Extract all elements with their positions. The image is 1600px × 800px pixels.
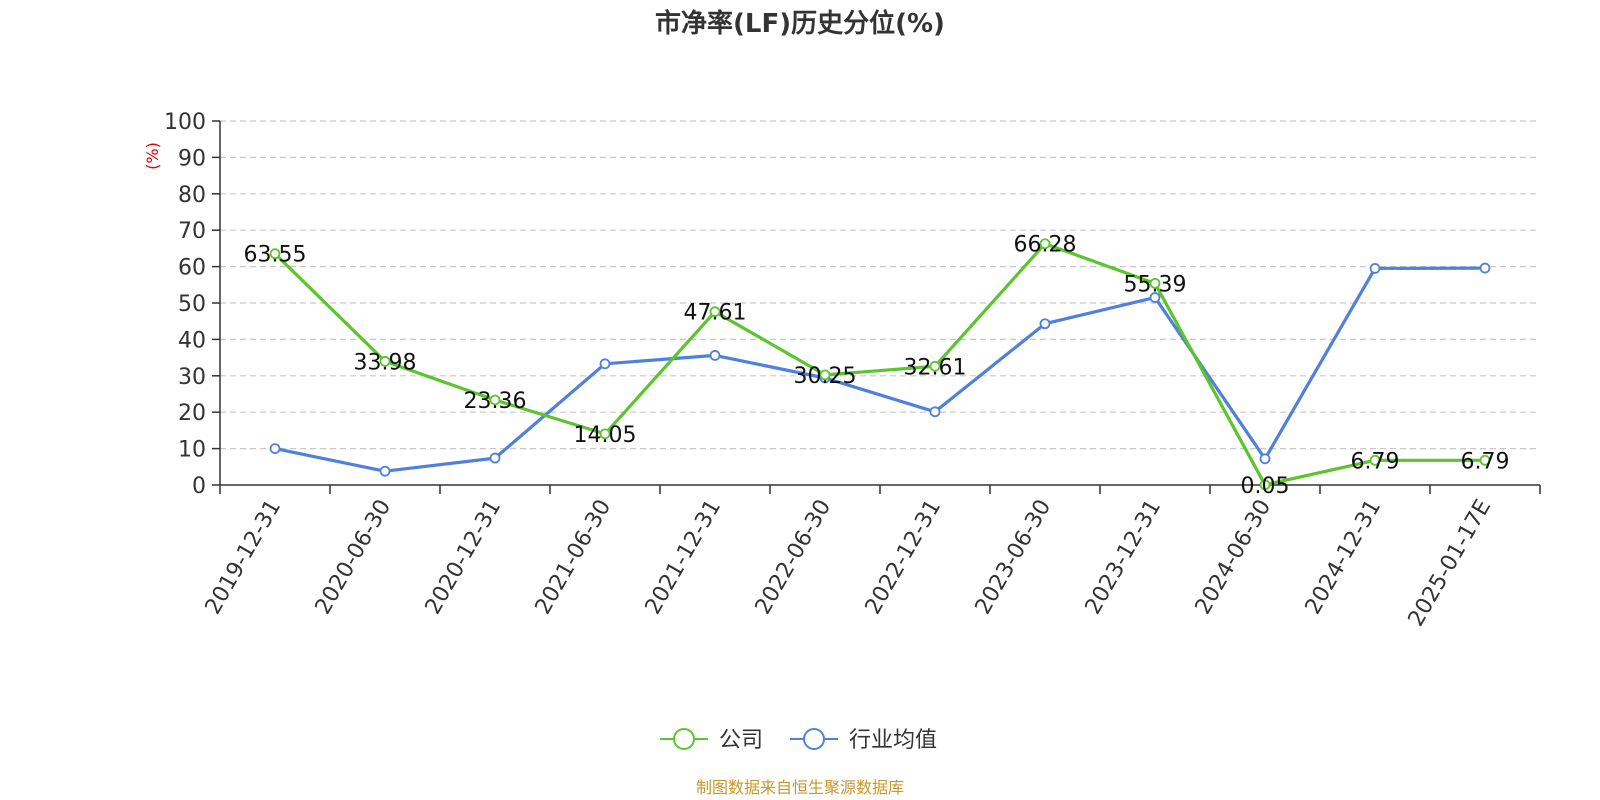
x-tick-label: 2019-12-31 [201, 496, 287, 619]
x-tick-label: 2023-06-30 [971, 496, 1057, 619]
y-tick-label: 60 [178, 256, 206, 281]
data-point-industry-average [1259, 453, 1271, 465]
data-point-company [819, 369, 831, 381]
y-tick-label: 80 [178, 183, 206, 208]
data-point-industry-average [269, 443, 281, 455]
data-label-company: 63.55 [244, 243, 307, 268]
legend-item-company[interactable]: 公司 [660, 728, 763, 753]
x-tick-label: 2022-06-30 [751, 496, 837, 619]
data-point-company [489, 394, 501, 406]
data-point-industry-average [489, 452, 501, 464]
y-tick-label: 90 [178, 146, 206, 171]
data-label-company: 55.39 [1124, 272, 1187, 297]
data-label-company: 23.36 [464, 389, 527, 414]
legend-label-company: 公司 [719, 728, 763, 753]
y-tick-label: 70 [178, 219, 206, 244]
y-tick-label: 0 [192, 474, 206, 499]
data-point-industry-average [1039, 318, 1051, 330]
data-point-industry-average [929, 406, 941, 418]
data-point-company [1149, 277, 1161, 289]
chart-title: 市净率(LF)历史分位(%) [655, 8, 945, 39]
data-point-company [1479, 454, 1491, 466]
data-label-company: 6.79 [1351, 449, 1400, 474]
data-label-company: 32.61 [904, 355, 967, 380]
legend-item-industry-average[interactable]: 行业均值 [790, 728, 937, 753]
y-tick-label: 100 [164, 110, 206, 135]
y-tick-label: 20 [178, 401, 206, 426]
y-tick-label: 30 [178, 365, 206, 390]
x-tick-label: 2025-01-17E [1404, 496, 1497, 631]
series-line-company [273, 242, 1485, 487]
data-label-company: 47.61 [684, 301, 747, 326]
data-label-company: 66.28 [1014, 233, 1077, 258]
y-axis-unit: (%) [143, 142, 162, 170]
x-tick-label: 2020-12-31 [421, 496, 507, 619]
data-point-industry-average [1479, 262, 1491, 274]
data-label-company: 14.05 [574, 423, 637, 448]
data-label-company: 6.79 [1461, 449, 1510, 474]
data-point-company [1259, 479, 1271, 491]
data-point-industry-average [379, 465, 391, 477]
y-tick-label: 10 [178, 438, 206, 463]
legend-marker-industry-average [803, 728, 825, 750]
data-point-industry-average [709, 350, 721, 361]
data-label-company: 30.25 [794, 364, 857, 389]
data-point-industry-average [599, 358, 611, 370]
y-tick-label: 50 [178, 292, 206, 317]
data-point-industry-average [1369, 263, 1381, 274]
x-axis-ticks: 2019-12-31 2020-06-30 2020-12-31 2021-06-30… [201, 496, 1497, 631]
data-point-company [929, 360, 941, 372]
legend-marker-company [673, 728, 695, 750]
data-point-industry-average [1149, 292, 1161, 303]
y-axis-ticks: 0 10 20 30 40 50 60 70 80 90 100 [164, 110, 206, 499]
series-lines [273, 242, 1486, 487]
axes [212, 120, 1541, 494]
data-point-company [1369, 454, 1381, 466]
grid-lines [220, 120, 1540, 450]
data-point-company [1039, 238, 1051, 250]
data-point-company [599, 428, 611, 440]
data-point-company [709, 306, 721, 318]
data-point-company [379, 355, 391, 367]
y-tick-label: 40 [178, 328, 206, 353]
x-tick-label: 2020-06-30 [311, 496, 397, 619]
x-tick-label: 2022-12-31 [861, 496, 947, 619]
x-tick-label: 2021-06-30 [531, 496, 617, 619]
x-tick-label: 2024-12-31 [1301, 496, 1387, 619]
data-point-company [269, 248, 281, 260]
legend-label-industry-average: 行业均值 [849, 728, 937, 753]
legend: 公司 行业均值 [660, 728, 937, 753]
data-label-company: 33.98 [354, 350, 417, 375]
data-labels: 63.55 33.98 23.36 14.05 47.61 30.25 32.61 66.28… [244, 233, 1510, 499]
series-points [269, 238, 1491, 491]
data-label-company: 0.05 [1241, 474, 1290, 499]
x-tick-label: 2021-12-31 [641, 496, 727, 619]
series-line-industry-average [274, 266, 1486, 473]
data-source-note: 制图数据来自恒生聚源数据库 [696, 778, 904, 797]
x-tick-label: 2024-06-30 [1191, 496, 1277, 619]
x-tick-label: 2023-12-31 [1081, 496, 1167, 619]
